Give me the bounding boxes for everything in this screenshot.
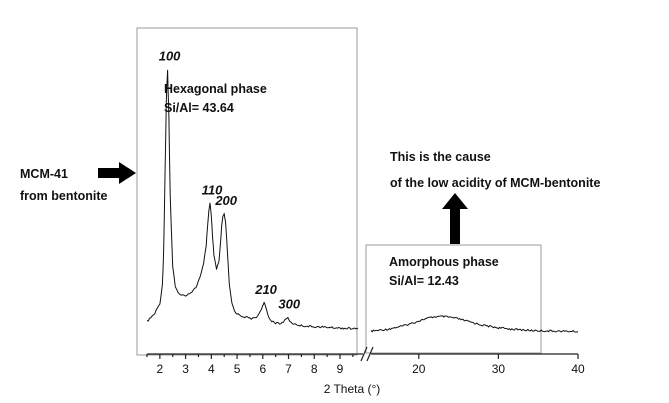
axis-break-mark-2 bbox=[366, 346, 374, 362]
x-tick-label-hexagonal-9: 9 bbox=[337, 362, 344, 376]
ticks-amorphous: 20 30 40 bbox=[412, 354, 585, 376]
x-tick-label-hexagonal-4: 4 bbox=[208, 362, 215, 376]
amorphous-phase-trace bbox=[370, 315, 579, 333]
right-arrow-icon bbox=[98, 162, 136, 184]
x-tick-label-hexagonal-2: 2 bbox=[157, 362, 164, 376]
x-tick-label-amorphous-20: 20 bbox=[412, 362, 426, 376]
x-tick-label-amorphous-40: 40 bbox=[571, 362, 585, 376]
x-axis-label: 2 Theta (°) bbox=[324, 382, 381, 396]
axis-break-mark-1 bbox=[360, 346, 368, 362]
peak-label-210: 210 bbox=[254, 282, 277, 297]
ticks-hexagonal: 2 3 4 5 6 7 8 9 bbox=[146, 354, 354, 376]
cause-label-line2: of the low acidity of MCM-bentonite bbox=[390, 176, 600, 190]
x-tick-label-hexagonal-7: 7 bbox=[285, 362, 292, 376]
hexagonal-si-al-label: Si/Al= 43.64 bbox=[164, 101, 234, 115]
peak-label-300: 300 bbox=[278, 297, 300, 312]
sample-label-line1: MCM-41 bbox=[20, 167, 68, 181]
x-tick-label-hexagonal-5: 5 bbox=[234, 362, 241, 376]
x-tick-label-hexagonal-3: 3 bbox=[182, 362, 189, 376]
sample-label-line2: from bentonite bbox=[20, 189, 108, 203]
amorphous-si-al-label: Si/Al= 12.43 bbox=[389, 274, 459, 288]
peak-label-200: 200 bbox=[214, 193, 237, 208]
amorphous-phase-label: Amorphous phase bbox=[389, 255, 499, 269]
hexagonal-phase-box bbox=[136, 27, 358, 356]
x-tick-label-amorphous-30: 30 bbox=[492, 362, 506, 376]
amorphous-phase-box bbox=[365, 244, 542, 354]
hexagonal-phase-label: Hexagonal phase bbox=[164, 82, 267, 96]
cause-label-line1: This is the cause bbox=[390, 150, 491, 164]
peak-label-100: 100 bbox=[159, 49, 181, 64]
peak-label-110: 110 bbox=[202, 182, 223, 197]
x-tick-label-hexagonal-8: 8 bbox=[311, 362, 318, 376]
x-tick-label-hexagonal-6: 6 bbox=[259, 362, 266, 376]
up-arrow-icon bbox=[442, 193, 468, 244]
hexagonal-phase-trace bbox=[146, 69, 359, 330]
